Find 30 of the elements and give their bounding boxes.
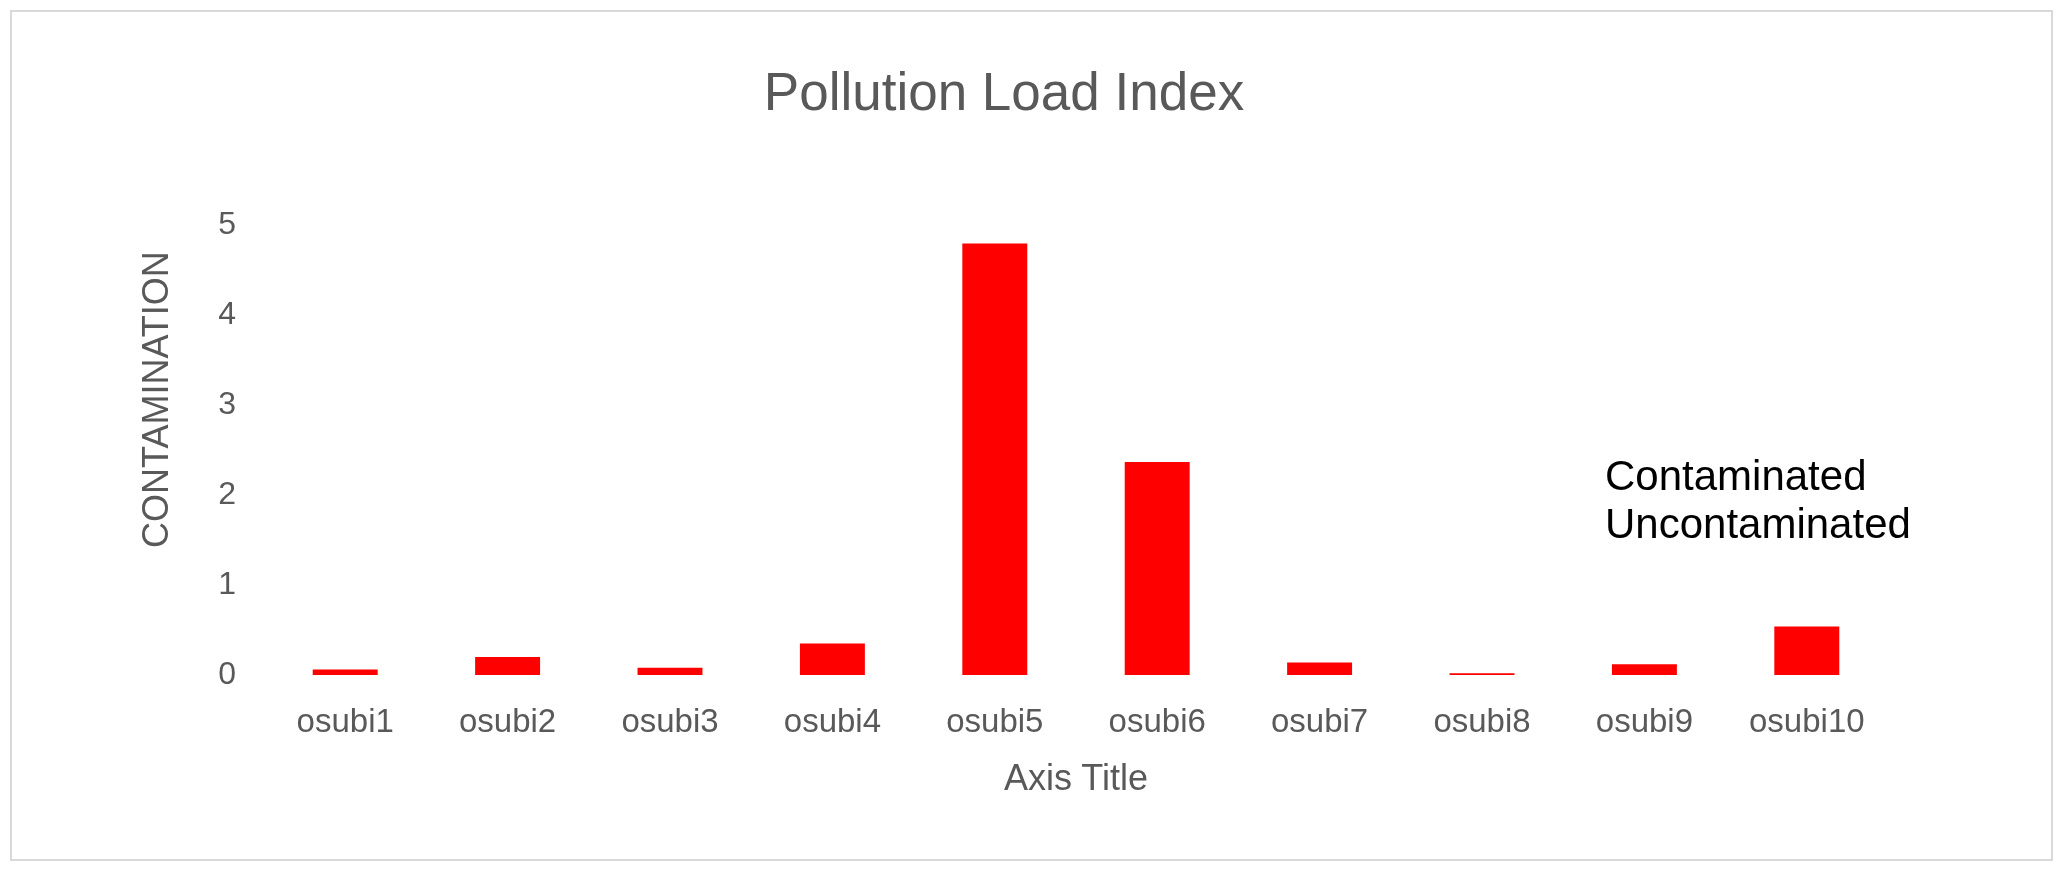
chart-title: Pollution Load Index bbox=[763, 62, 1245, 122]
x-tick-label: osubi8 bbox=[1433, 701, 1531, 739]
x-tick-label: osubi9 bbox=[1595, 701, 1694, 739]
bar bbox=[1774, 626, 1840, 675]
x-tick-label: osubi6 bbox=[1108, 701, 1206, 739]
y-tick-label: 2 bbox=[218, 475, 236, 512]
x-tick-label: osubi3 bbox=[621, 701, 719, 739]
y-axis-title: CONTAMINATION bbox=[134, 251, 176, 548]
annotation: Uncontaminated bbox=[1605, 500, 1911, 548]
x-tick-label: osubi4 bbox=[783, 701, 882, 739]
bar bbox=[312, 669, 378, 675]
x-tick-label: osubi2 bbox=[458, 701, 557, 739]
bar bbox=[637, 667, 703, 675]
y-tick-label: 1 bbox=[218, 564, 236, 601]
y-tick-label: 5 bbox=[218, 205, 236, 242]
x-tick-label: osubi10 bbox=[1749, 701, 1865, 739]
y-tick-label: 4 bbox=[218, 295, 236, 332]
bar bbox=[962, 243, 1028, 675]
x-tick-label: osubi1 bbox=[296, 701, 394, 739]
bar bbox=[1611, 664, 1677, 675]
x-tick-label: osubi5 bbox=[946, 701, 1044, 739]
bar bbox=[1124, 461, 1190, 675]
bar bbox=[1287, 662, 1353, 675]
x-tick-label: osubi7 bbox=[1270, 701, 1369, 739]
bar bbox=[475, 657, 541, 675]
y-tick-label: 3 bbox=[218, 385, 236, 422]
annotation: Contaminated bbox=[1605, 452, 1867, 500]
bar bbox=[799, 643, 865, 675]
x-axis-title: Axis Title bbox=[1003, 757, 1149, 799]
y-tick-label: 0 bbox=[218, 654, 236, 691]
